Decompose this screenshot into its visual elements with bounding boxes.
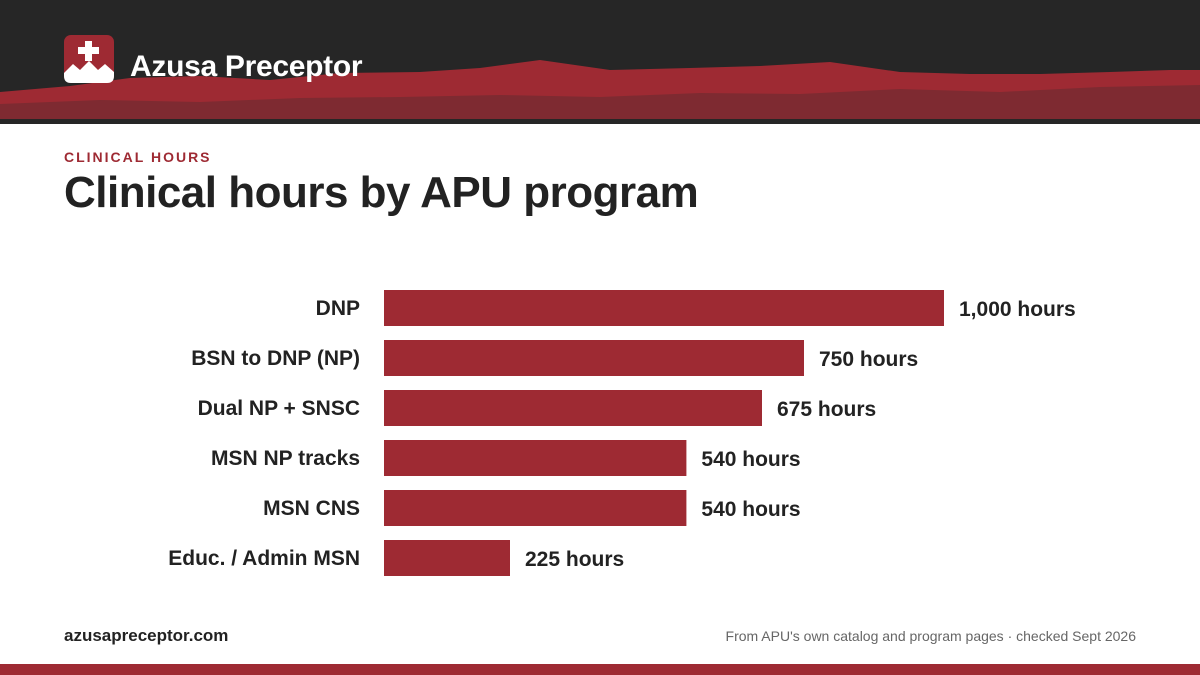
category-label: BSN to DNP (NP)	[191, 347, 360, 370]
value-label: 1,000 hours	[959, 298, 1076, 321]
value-label: 750 hours	[819, 348, 918, 371]
value-label: 675 hours	[777, 398, 876, 421]
category-label: MSN NP tracks	[211, 447, 360, 470]
bar	[384, 440, 687, 476]
bar	[384, 390, 762, 426]
category-label: Educ. / Admin MSN	[168, 547, 360, 570]
section-eyebrow: CLINICAL HOURS	[64, 149, 212, 165]
category-label: Dual NP + SNSC	[198, 397, 360, 420]
category-label: MSN CNS	[263, 497, 360, 520]
header-banner: Azusa Preceptor	[0, 0, 1200, 124]
source-note: From APU's own catalog and program pages…	[725, 628, 1136, 644]
mountain-banner-graphic	[0, 60, 1200, 124]
bar	[384, 490, 687, 526]
value-label: 540 hours	[701, 498, 800, 521]
logo-icon	[64, 35, 114, 83]
value-label: 540 hours	[701, 448, 800, 471]
bar-chart: DNP 1,000 hours BSN to DNP (NP) 750 hours Du…	[168, 290, 1076, 576]
bar	[384, 340, 804, 376]
category-label: DNP	[316, 297, 360, 320]
site-url: azusapreceptor.com	[64, 626, 229, 645]
bar	[384, 290, 944, 326]
bar	[384, 540, 510, 576]
brand-name: Azusa Preceptor	[130, 50, 363, 83]
value-label: 225 hours	[525, 548, 624, 571]
page-title: Clinical hours by APU program	[64, 168, 699, 217]
footer-accent-bar	[0, 664, 1200, 675]
